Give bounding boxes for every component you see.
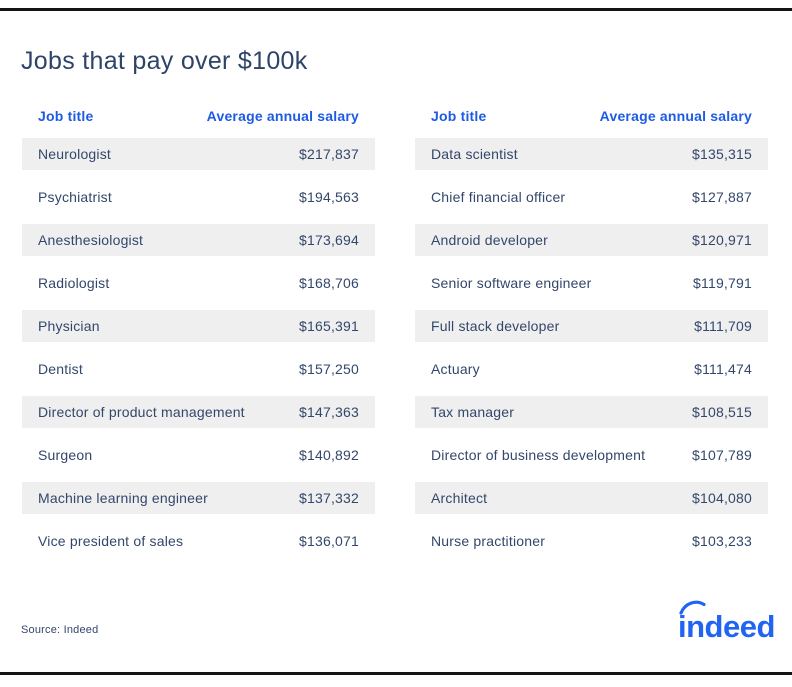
job-title: Architect — [431, 490, 488, 506]
bottom-rule — [0, 672, 792, 675]
table-row: Radiologist $168,706 — [22, 267, 375, 299]
table-row: Dentist $157,250 — [22, 353, 375, 385]
job-salary: $157,250 — [299, 361, 359, 377]
top-rule — [0, 8, 792, 11]
job-title: Nurse practitioner — [431, 533, 546, 549]
left-table-body: Neurologist $217,837 Psychiatrist $194,5… — [22, 138, 375, 557]
job-title: Tax manager — [431, 404, 515, 420]
column-header-salary: Average annual salary — [206, 108, 359, 124]
left-table-header: Job title Average annual salary — [22, 106, 375, 126]
job-title: Full stack developer — [431, 318, 560, 334]
left-table: Job title Average annual salary Neurolog… — [22, 106, 375, 557]
logo-swoosh-icon — [679, 600, 706, 615]
table-row: Nurse practitioner $103,233 — [415, 525, 768, 557]
job-title: Chief financial officer — [431, 189, 566, 205]
job-salary: $136,071 — [299, 533, 359, 549]
table-row: Director of business development $107,78… — [415, 439, 768, 471]
job-title: Anesthesiologist — [38, 232, 144, 248]
column-header-job-title: Job title — [38, 108, 94, 124]
job-salary: $111,709 — [694, 318, 752, 334]
right-table-body: Data scientist $135,315 Chief financial … — [415, 138, 768, 557]
table-row: Psychiatrist $194,563 — [22, 181, 375, 213]
table-row: Android developer $120,971 — [415, 224, 768, 256]
table-row: Actuary $111,474 — [415, 353, 768, 385]
right-table-header: Job title Average annual salary — [415, 106, 768, 126]
table-row: Director of product management $147,363 — [22, 396, 375, 428]
job-salary: $173,694 — [299, 232, 359, 248]
job-salary: $165,391 — [299, 318, 359, 334]
job-salary: $108,515 — [692, 404, 752, 420]
job-title: Surgeon — [38, 447, 93, 463]
job-title: Director of product management — [38, 404, 245, 420]
job-title: Director of business development — [431, 447, 646, 463]
job-salary: $111,474 — [694, 361, 752, 377]
job-title: Psychiatrist — [38, 189, 112, 205]
table-row: Data scientist $135,315 — [415, 138, 768, 170]
job-salary: $194,563 — [299, 189, 359, 205]
right-table: Job title Average annual salary Data sci… — [415, 106, 768, 557]
source-note: Source: Indeed — [21, 624, 99, 636]
job-salary: $104,080 — [692, 490, 752, 506]
job-salary: $137,332 — [299, 490, 359, 506]
column-header-salary: Average annual salary — [599, 108, 752, 124]
job-title: Dentist — [38, 361, 83, 377]
page-title: Jobs that pay over $100k — [21, 47, 308, 75]
job-title: Radiologist — [38, 275, 110, 291]
table-row: Surgeon $140,892 — [22, 439, 375, 471]
job-salary: $127,887 — [692, 189, 752, 205]
table-row: Tax manager $108,515 — [415, 396, 768, 428]
job-title: Senior software engineer — [431, 275, 592, 291]
job-title: Android developer — [431, 232, 549, 248]
table-row: Chief financial officer $127,887 — [415, 181, 768, 213]
table-row: Architect $104,080 — [415, 482, 768, 514]
table-row: Physician $165,391 — [22, 310, 375, 342]
job-salary: $168,706 — [299, 275, 359, 291]
job-salary: $107,789 — [692, 447, 752, 463]
job-salary: $120,971 — [692, 232, 752, 248]
job-salary: $217,837 — [299, 146, 359, 162]
job-salary: $135,315 — [692, 146, 752, 162]
job-salary: $140,892 — [299, 447, 359, 463]
logo-wordmark: indeed — [678, 609, 775, 644]
job-title: Machine learning engineer — [38, 490, 208, 506]
job-title: Neurologist — [38, 146, 112, 162]
indeed-logo: indeed — [678, 600, 775, 644]
table-row: Full stack developer $111,709 — [415, 310, 768, 342]
job-salary: $119,791 — [693, 275, 752, 291]
column-header-job-title: Job title — [431, 108, 487, 124]
table-row: Machine learning engineer $137,332 — [22, 482, 375, 514]
table-row: Senior software engineer $119,791 — [415, 267, 768, 299]
job-title: Vice president of sales — [38, 533, 184, 549]
salary-tables: Job title Average annual salary Neurolog… — [22, 106, 768, 557]
table-row: Neurologist $217,837 — [22, 138, 375, 170]
job-title: Data scientist — [431, 146, 518, 162]
table-row: Vice president of sales $136,071 — [22, 525, 375, 557]
job-salary: $103,233 — [692, 533, 752, 549]
table-row: Anesthesiologist $173,694 — [22, 224, 375, 256]
job-title: Actuary — [431, 361, 480, 377]
job-title: Physician — [38, 318, 100, 334]
job-salary: $147,363 — [299, 404, 359, 420]
